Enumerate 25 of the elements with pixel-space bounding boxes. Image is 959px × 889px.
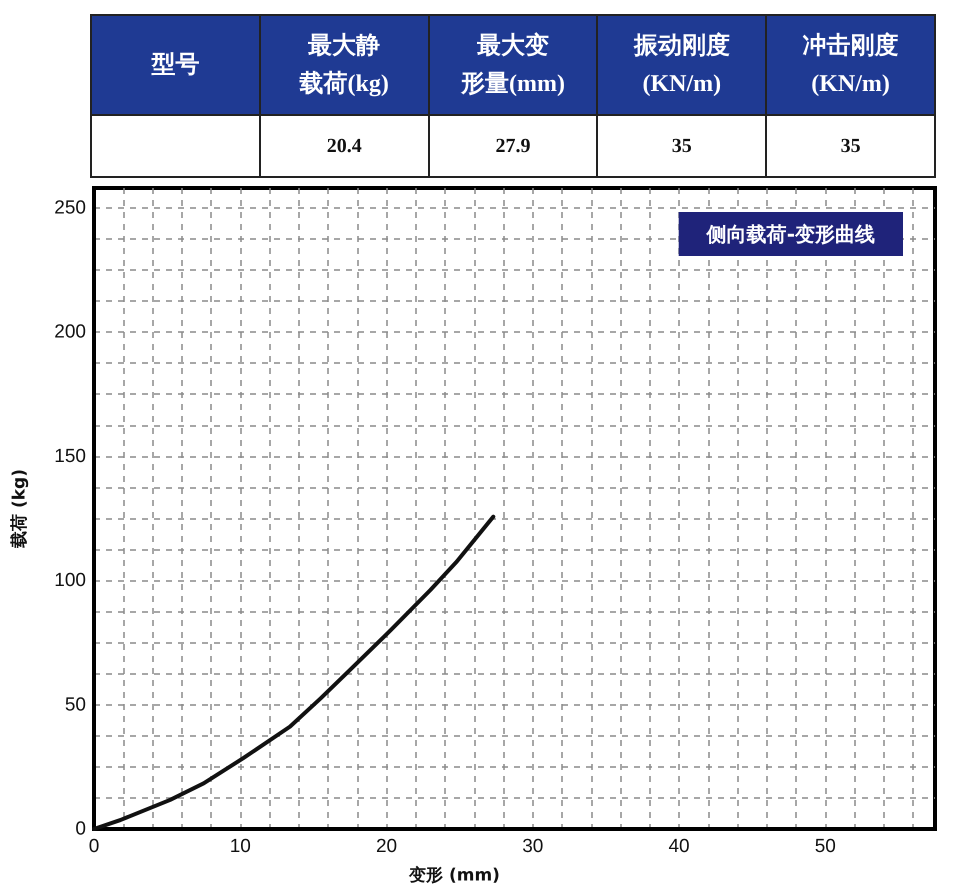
- text: 侧向载荷-变形曲线: [706, 222, 876, 246]
- category-label: 最大静载荷(kg): [260, 15, 429, 115]
- category-label: 最大变形量(mm): [428, 15, 598, 115]
- x-tick-label: 50: [814, 836, 836, 857]
- category-label: 型号: [91, 15, 260, 115]
- x-tick-label: 30: [522, 836, 544, 857]
- category-label: 冲击刚度 (KN/m): [766, 15, 935, 115]
- x-tick-label: 10: [230, 836, 251, 857]
- y-tick-label: 200: [54, 322, 86, 343]
- data-label: 20.4: [260, 115, 429, 177]
- data-label: 27.9: [428, 115, 598, 177]
- y-tick-label: 250: [54, 197, 86, 218]
- y-tick-label: 150: [54, 446, 86, 467]
- y-tick-label: 100: [54, 570, 86, 592]
- data-label: 35: [597, 115, 766, 177]
- y-axis-title: 载荷 (kg): [10, 469, 30, 549]
- data-label: 35: [766, 115, 935, 177]
- x-axis-title: 变形 (mm): [408, 866, 500, 886]
- y-tick-label: 50: [64, 694, 86, 716]
- category-label: 振动刚度 (KN/m): [597, 15, 766, 115]
- x-tick-label: 20: [376, 836, 398, 857]
- y-tick-label: 0: [75, 818, 86, 840]
- x-tick-label: 40: [668, 836, 690, 857]
- line-series: [92, 514, 496, 831]
- x-tick-label: 0: [88, 836, 100, 857]
